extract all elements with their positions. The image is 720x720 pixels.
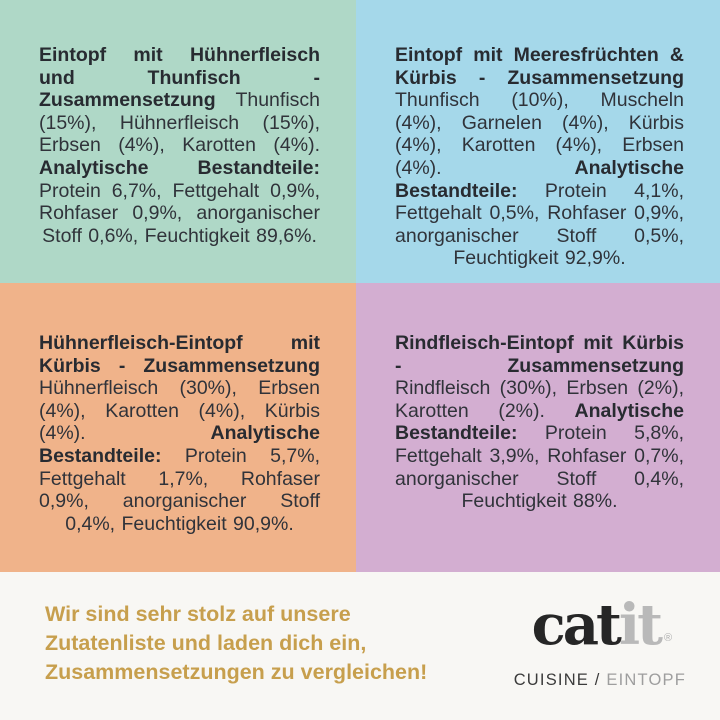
- composition-grid: Eintopf mit Hühnerfleisch und Thunfisch …: [0, 0, 720, 572]
- panel-seafood-pumpkin-text: Eintopf mit Meeresfrüchten & Kürbis - Zu…: [356, 0, 720, 270]
- panel-title: Eintopf mit Hühnerfleisch und Thunfisch …: [39, 44, 320, 112]
- panel-beef-pumpkin-text: Rindfleisch-Eintopf mit Kürbis - Zusamme…: [356, 283, 720, 513]
- logo-it-part: it: [618, 591, 663, 658]
- panel-analytical-label: Analytische Bestandteile:: [39, 156, 320, 179]
- panel-title: Rindfleisch-Eintopf mit Kürbis - Zusamme…: [395, 332, 684, 377]
- logo-subtitle-eintopf: EINTOPF: [606, 670, 686, 689]
- panel-beef-pumpkin: Rindfleisch-Eintopf mit Kürbis - Zusamme…: [356, 283, 720, 572]
- panel-composition: Thunfisch (15%), Hühnerfleisch (15%), Er…: [39, 89, 320, 157]
- catit-wordmark: catit ®: [514, 597, 686, 667]
- panel-chicken-tuna-text: Eintopf mit Hühnerfleisch und Thunfisch …: [0, 0, 356, 247]
- registered-trademark-icon: ®: [663, 631, 673, 644]
- panel-title: Hühnerfleisch-Eintopf mit Kürbis - Zusam…: [39, 332, 320, 377]
- panel-chicken-tuna: Eintopf mit Hühnerfleisch und Thunfisch …: [0, 0, 356, 283]
- panel-chicken-pumpkin-text: Hühnerfleisch-Eintopf mit Kürbis - Zusam…: [0, 283, 356, 535]
- panel-seafood-pumpkin: Eintopf mit Meeresfrüchten & Kürbis - Zu…: [356, 0, 720, 283]
- catit-logo: catit ® CUISINE / EINTOPF: [514, 597, 686, 690]
- logo-subtitle: CUISINE / EINTOPF: [514, 671, 686, 690]
- panel-composition: Hühnerfleisch (30%), Erbsen (4%), Karott…: [39, 377, 320, 445]
- panel-analytical-label: Analytische Bestandteile:: [39, 422, 320, 467]
- logo-cat-part: cat: [531, 591, 622, 658]
- panel-composition: Thunfisch (10%), Muscheln (4%), Garnelen…: [395, 89, 684, 179]
- panel-title: Eintopf mit Meeresfrüchten & Kürbis - Zu…: [395, 44, 684, 89]
- panel-chicken-pumpkin: Hühnerfleisch-Eintopf mit Kürbis - Zusam…: [0, 283, 356, 572]
- footer: Wir sind sehr stolz auf unsere Zutatenli…: [0, 572, 720, 720]
- panel-analytical-values: Protein 5,8%, Fettgehalt 3,9%, Rohfaser …: [395, 422, 684, 513]
- brand-claim-text: Wir sind sehr stolz auf unsere Zutatenli…: [45, 601, 428, 684]
- panel-analytical-label: Analytische Bestandteile:: [395, 156, 684, 202]
- logo-subtitle-cuisine: CUISINE /: [513, 670, 601, 689]
- panel-analytical-values: Protein 4,1%, Fettgehalt 0,5%, Rohfaser …: [395, 179, 684, 270]
- panel-composition: Rindfleisch (30%), Erbsen (2%), Karotten…: [395, 377, 684, 422]
- panel-analytical-values: Protein 6,7%, Fettgehalt 0,9%, Rohfaser …: [39, 179, 320, 247]
- panel-analytical-values: Protein 5,7%, Fettgehalt 1,7%, Rohfaser …: [39, 444, 320, 535]
- panel-analytical-label: Analytische Bestandteile:: [395, 399, 684, 445]
